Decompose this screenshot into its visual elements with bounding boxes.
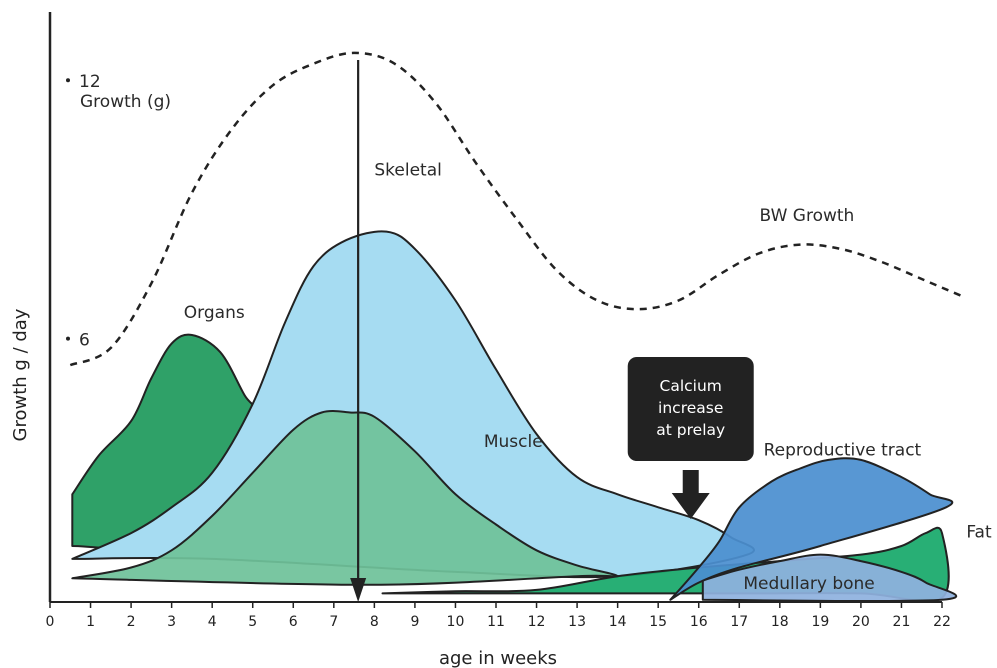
x-tick-label: 2 (127, 614, 136, 630)
x-tick-label: 14 (609, 614, 627, 630)
label-medullary: Medullary bone (743, 574, 874, 594)
label-reproductive: Reproductive tract (764, 441, 922, 461)
series-labels: Organs Skeletal Muscle Fat Medullary bone Rep… (184, 161, 992, 594)
x-tick-label: 18 (771, 614, 789, 630)
x-tick-label: 15 (649, 614, 667, 630)
area-muscle (71, 410, 619, 586)
x-tick-label: 16 (690, 614, 708, 630)
x-tick-label: 0 (46, 614, 55, 630)
week-marker-arrow (350, 60, 367, 602)
y-tick-dot (66, 78, 70, 83)
x-tick-label: 17 (730, 614, 748, 630)
series-areas (71, 230, 958, 603)
x-tick-label: 5 (248, 614, 257, 630)
x-tick-label: 21 (893, 614, 911, 630)
label-muscle: Muscle (484, 432, 543, 452)
x-tick-label: 3 (167, 614, 176, 630)
growth-grams-label: Growth (g) (80, 92, 171, 112)
callout-arrow (671, 470, 710, 519)
callout-box (627, 357, 754, 461)
label-bw-growth: BW Growth (760, 206, 855, 226)
x-axis-title: age in weeks (439, 648, 557, 668)
x-tick-label: 11 (487, 614, 505, 630)
x-tick-label: 1 (86, 614, 95, 630)
x-tick-label: 10 (447, 614, 465, 630)
y-tick-label: 12 (79, 72, 101, 92)
label-skeletal: Skeletal (374, 161, 441, 181)
x-tick-label: 6 (289, 614, 298, 630)
x-tick-label: 8 (370, 614, 379, 630)
x-tick-label: 22 (933, 614, 951, 630)
x-ticks: 0 1 2 3 4 5 6 7 8 9 10 11 12 13 14 15 16 17 18 19 20 21 22 (46, 602, 951, 630)
marker-arrowhead (350, 578, 367, 602)
x-tick-label: 20 (852, 614, 870, 630)
x-tick-label: 12 (528, 614, 546, 630)
y-axis-title: Growth g / day (10, 308, 31, 441)
calcium-callout: Calcium increase at prelay (627, 357, 754, 519)
x-tick-label: 19 (811, 614, 829, 630)
area-reproductive (669, 457, 954, 601)
label-organs: Organs (184, 303, 245, 323)
y-tick-dot (66, 336, 70, 341)
callout-text-line: at prelay (656, 421, 725, 439)
y-ticks: 12 6 (66, 72, 101, 351)
x-tick-label: 7 (329, 614, 338, 630)
y-tick-label: 6 (79, 331, 90, 351)
x-tick-label: 4 (208, 614, 217, 630)
label-fat: Fat (966, 522, 992, 542)
x-tick-label: 13 (568, 614, 586, 630)
callout-text-line: Calcium (660, 377, 722, 395)
area-medullary (701, 553, 958, 603)
callout-text-line: increase (658, 399, 723, 417)
x-tick-label: 9 (410, 614, 419, 630)
